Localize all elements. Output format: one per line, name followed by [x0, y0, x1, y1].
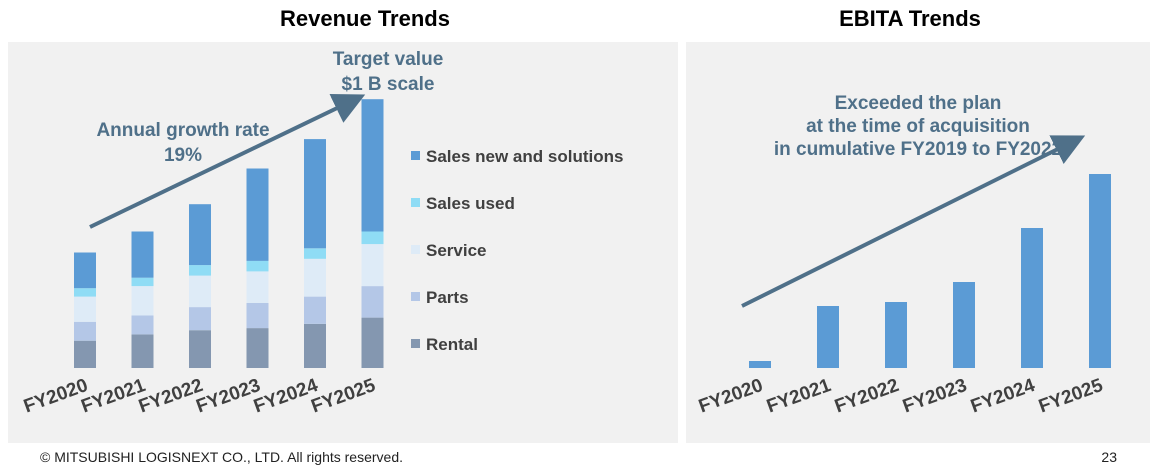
legend-label-sales-used: Sales used: [426, 194, 515, 213]
legend-label-parts: Parts: [426, 288, 469, 307]
annotation-target-value-line-2: $1 B scale: [342, 74, 435, 95]
ebita-bar-fy2024: [1021, 228, 1043, 368]
annotation-exceeded-plan-line-2: at the time of acquisition: [806, 116, 1030, 137]
ebita-bar-fy2025: [1089, 174, 1111, 368]
bar-sales-new-and-solutions-fy2020: [74, 252, 96, 289]
bar-sales-new-and-solutions-fy2024: [304, 139, 326, 249]
x-tick-label-fy2025: FY2025: [308, 375, 378, 418]
bar-sales-used-fy2021: [131, 277, 154, 287]
ebita-bar-fy2020: [749, 361, 771, 368]
bar-rental-fy2022: [189, 330, 211, 368]
bar-sales-new-and-solutions-fy2023: [246, 168, 269, 261]
annotation-target-value-line-1: Target value: [333, 49, 444, 70]
ebita-chart-panel: FY2020 FY2021 FY2022 FY2023 FY2024 FY2025 Exce…: [686, 42, 1150, 443]
legend-swatch-service: [411, 245, 420, 254]
copyright-notice: © MITSUBISHI LOGISNEXT CO., LTD. All rig…: [40, 449, 403, 465]
x-tick-label-fy2025: FY2025: [1036, 375, 1106, 418]
bar-parts-fy2024: [304, 296, 326, 324]
bar-rental-fy2024: [304, 323, 326, 368]
x-tick-label-fy2024: FY2024: [968, 375, 1038, 418]
bar-sales-used-fy2025: [361, 231, 384, 245]
bar-service-fy2021: [131, 286, 154, 316]
ebita-bar-fy2021: [817, 306, 839, 368]
bar-sales-new-and-solutions-fy2025: [361, 99, 384, 232]
legend-label-rental: Rental: [426, 335, 478, 354]
bar-parts-fy2021: [131, 315, 154, 335]
bar-sales-new-and-solutions-fy2022: [189, 204, 211, 266]
bar-rental-fy2025: [361, 317, 384, 368]
bar-parts-fy2025: [361, 286, 384, 318]
bar-service-fy2020: [74, 296, 96, 322]
bar-rental-fy2020: [74, 340, 96, 368]
bar-sales-used-fy2023: [246, 260, 269, 272]
bar-rental-fy2023: [246, 328, 269, 368]
legend-swatch-parts: [411, 292, 420, 301]
bar-sales-used-fy2024: [304, 248, 326, 259]
bar-sales-used-fy2022: [189, 265, 211, 276]
legend-label-sales-new-and-solutions: Sales new and solutions: [426, 147, 623, 166]
x-tick-label-fy2022: FY2022: [832, 375, 902, 417]
ebita-bar-fy2023: [953, 282, 975, 368]
revenue-chart-title: Revenue Trends: [280, 6, 450, 31]
legend-swatch-sales-used: [411, 198, 420, 207]
annotation-growth-rate-line-2: 19%: [164, 145, 202, 166]
bar-parts-fy2020: [74, 321, 96, 341]
plan-arrow: [741, 135, 1086, 308]
ebita-chart-title: EBITA Trends: [839, 6, 981, 31]
x-tick-label-fy2021: FY2021: [764, 375, 834, 418]
x-tick-label-fy2020: FY2020: [696, 375, 766, 417]
bar-service-fy2025: [361, 244, 384, 287]
legend-swatch-sales-new-and-solutions: [411, 151, 420, 160]
revenue-chart: FY2020FY2021FY2022FY2023FY2024FY2025Sale…: [21, 49, 623, 418]
page-number: 23: [1101, 449, 1117, 465]
growth-arrow: [89, 93, 366, 229]
annotation-exceeded-plan-line-3: in cumulative FY2019 to FY2022: [774, 139, 1062, 160]
bar-rental-fy2021: [131, 334, 154, 368]
bar-service-fy2022: [189, 275, 211, 308]
bar-sales-used-fy2020: [74, 288, 96, 297]
annotation-growth-rate-line-1: Annual growth rate: [96, 120, 269, 141]
legend-swatch-rental: [411, 339, 420, 348]
x-tick-label-fy2023: FY2023: [900, 375, 970, 417]
bar-sales-new-and-solutions-fy2021: [131, 231, 154, 278]
revenue-chart-panel: FY2020 FY2021 FY2022 FY2023 FY2024 FY2025 Sale…: [8, 42, 678, 443]
legend-label-service: Service: [426, 241, 487, 260]
ebita-bar-fy2022: [885, 302, 907, 368]
bar-parts-fy2022: [189, 307, 211, 331]
annotation-exceeded-plan-line-1: Exceeded the plan: [835, 93, 1002, 114]
bar-service-fy2023: [246, 271, 269, 303]
bar-service-fy2024: [304, 258, 326, 297]
bar-parts-fy2023: [246, 302, 269, 329]
